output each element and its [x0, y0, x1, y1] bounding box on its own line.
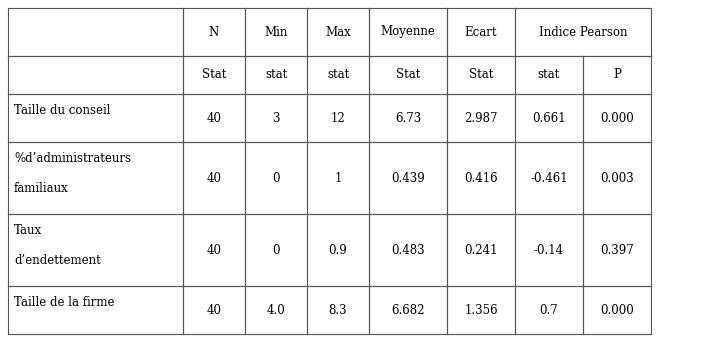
Text: 0.000: 0.000	[600, 303, 634, 316]
Text: 0.416: 0.416	[464, 172, 498, 184]
Text: Taille de la firme: Taille de la firme	[14, 296, 115, 309]
Text: -0.461: -0.461	[530, 172, 568, 184]
Text: Indice Pearson: Indice Pearson	[539, 26, 627, 39]
Text: %d’administrateurs

familiaux: %d’administrateurs familiaux	[14, 152, 131, 195]
Text: 0.661: 0.661	[532, 112, 566, 124]
Text: Stat: Stat	[396, 69, 420, 81]
Text: 0.000: 0.000	[600, 112, 634, 124]
Text: 40: 40	[206, 243, 221, 256]
Text: 6.682: 6.682	[391, 303, 425, 316]
Text: 0: 0	[272, 172, 280, 184]
Text: Taux

d’endettement: Taux d’endettement	[14, 224, 101, 267]
Text: Taille du conseil: Taille du conseil	[14, 104, 110, 117]
Text: N: N	[209, 26, 219, 39]
Text: 3: 3	[272, 112, 280, 124]
Text: 0: 0	[272, 243, 280, 256]
Text: 0.241: 0.241	[464, 243, 498, 256]
Text: 12: 12	[331, 112, 346, 124]
Text: 0.483: 0.483	[391, 243, 425, 256]
Text: 40: 40	[206, 303, 221, 316]
Text: 40: 40	[206, 112, 221, 124]
Text: 4.0: 4.0	[267, 303, 286, 316]
Text: -0.14: -0.14	[534, 243, 564, 256]
Text: 0.397: 0.397	[600, 243, 634, 256]
Text: 0.7: 0.7	[539, 303, 559, 316]
Text: Ecart: Ecart	[464, 26, 497, 39]
Text: 8.3: 8.3	[329, 303, 347, 316]
Text: Stat: Stat	[469, 69, 493, 81]
Text: stat: stat	[265, 69, 287, 81]
Text: 1.356: 1.356	[464, 303, 498, 316]
Text: P: P	[613, 69, 621, 81]
Text: 0.439: 0.439	[391, 172, 425, 184]
Text: stat: stat	[538, 69, 560, 81]
Text: 6.73: 6.73	[395, 112, 421, 124]
Text: Min: Min	[264, 26, 288, 39]
Text: 0.9: 0.9	[329, 243, 347, 256]
Text: stat: stat	[327, 69, 349, 81]
Text: Stat: Stat	[201, 69, 226, 81]
Text: 40: 40	[206, 172, 221, 184]
Text: 1: 1	[334, 172, 341, 184]
Text: 0.003: 0.003	[600, 172, 634, 184]
Text: Moyenne: Moyenne	[380, 26, 436, 39]
Text: Max: Max	[325, 26, 351, 39]
Text: 2.987: 2.987	[464, 112, 498, 124]
